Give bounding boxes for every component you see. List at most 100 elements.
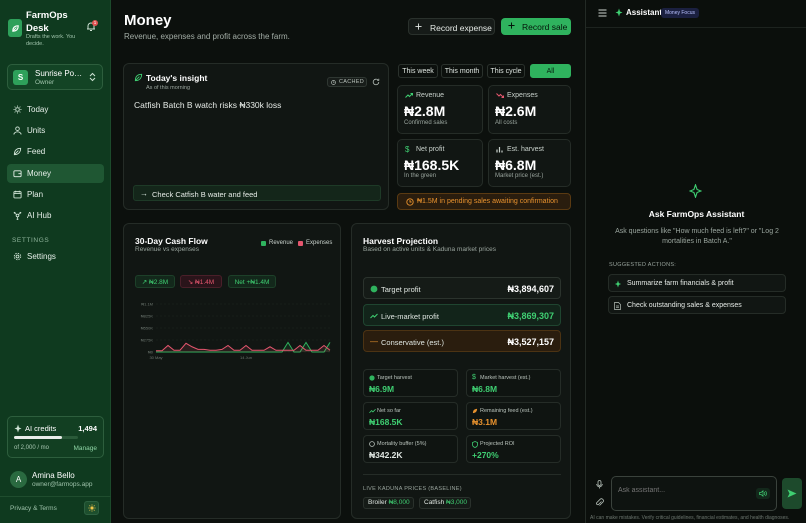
brand-title: FarmOps Desk — [26, 10, 68, 34]
suggestion-check-outstanding[interactable]: Check outstanding sales & expenses — [608, 296, 786, 314]
suggested-title: SUGGESTED ACTIONS: — [609, 262, 677, 268]
target-icon — [369, 375, 375, 381]
sun-icon — [13, 105, 22, 114]
trend-down-icon: ↘ — [187, 279, 194, 286]
nav-item-plan[interactable]: Plan — [7, 185, 104, 204]
mini-label: Market harvest (est.) — [480, 375, 531, 381]
catfish-price-chip: Catfish ₦3,000 — [419, 497, 471, 509]
spark-icon — [14, 424, 22, 433]
leaf-icon — [472, 408, 478, 414]
send-button[interactable] — [782, 478, 802, 509]
privacy-link[interactable]: Privacy & Terms — [10, 505, 57, 512]
shield-icon — [369, 441, 375, 447]
suggestion-label: Check outstanding sales & expenses — [627, 302, 742, 309]
assistant-panel: Assistant Money Focus Ask FarmOps Assist… — [585, 0, 806, 523]
est-harvest-label: Est. harvest — [507, 146, 544, 153]
nav-item-today[interactable]: Today — [7, 100, 104, 119]
bell-icon[interactable] — [86, 21, 96, 32]
nav-item-money[interactable]: Money — [7, 164, 104, 183]
record-expense-button[interactable]: Record expense — [408, 18, 495, 35]
credits-progress — [14, 436, 62, 439]
pending-sales-alert[interactable]: ₦1.5M in pending sales awaiting confirma… — [397, 193, 571, 210]
page-title: Money — [124, 12, 172, 29]
filter-this-week[interactable]: This week — [398, 64, 438, 78]
record-expense-label: Record expense — [430, 23, 492, 33]
filter-this-cycle[interactable]: This cycle — [487, 64, 525, 78]
user-email: owner@farmops.app — [32, 481, 93, 488]
record-sale-label: Record sale — [522, 22, 568, 32]
live-market-profit-row: Live-market profit ₦3,869,307 — [363, 304, 561, 326]
cached-badge: CACHED — [327, 77, 367, 87]
prices-title: LIVE KADUNA PRICES (BASELINE) — [363, 486, 462, 492]
cashflow-title: 30-Day Cash Flow — [135, 236, 208, 246]
assistant-description: Ask questions like "How much feed is lef… — [615, 228, 779, 245]
mini-label: Target harvest — [377, 375, 412, 381]
net-profit-sub: In the green — [404, 173, 437, 179]
dollar-icon: $ — [472, 374, 476, 381]
units-icon — [13, 126, 22, 135]
nav-label: Today — [27, 105, 49, 114]
x-tick-label: 30 May — [149, 355, 162, 360]
assistant-input[interactable] — [611, 476, 777, 511]
voice-button[interactable] — [756, 488, 770, 499]
nav-item-units[interactable]: Units — [7, 121, 104, 140]
pill-expenses-value: ₦1.4M — [195, 279, 215, 286]
nav-label: Plan — [27, 190, 44, 199]
focus-badge: Money Focus — [661, 8, 699, 18]
y-tick-label: ₦1.1M — [141, 302, 153, 307]
target-profit-value: ₦3,894,607 — [507, 284, 554, 294]
nav-label: AI Hub — [27, 211, 52, 220]
series-area-revenue — [156, 342, 330, 352]
insight-card: Today's insight As of this morning CACHE… — [123, 63, 389, 210]
divider — [0, 496, 111, 497]
farm-selector[interactable]: S Sunrise Po… Owner — [7, 64, 103, 90]
filter-this-month[interactable]: This month — [441, 64, 483, 78]
insight-action-label: Check Catfish B water and feed — [152, 190, 258, 199]
refresh-icon[interactable] — [372, 78, 380, 86]
nav-item-ai-hub[interactable]: AI Hub — [7, 206, 104, 225]
target-profit-row: Target profit ₦3,894,607 — [363, 277, 561, 299]
nav-label: Units — [27, 126, 46, 135]
cashflow-expenses-pill: ↘ ₦1.4M — [180, 275, 222, 288]
assistant-title: Assistant — [626, 8, 663, 17]
manage-credits-link[interactable]: Manage — [73, 445, 98, 452]
sidebar: FarmOps Desk Drafts the work. You decide… — [0, 0, 111, 523]
filter-all[interactable]: All — [530, 64, 571, 78]
assistant-input-field[interactable] — [618, 484, 738, 496]
conservative-value: ₦3,527,157 — [507, 337, 554, 347]
price-value: ₦3,000 — [446, 499, 468, 506]
divider — [363, 474, 561, 475]
chevron-updown-icon — [89, 72, 96, 82]
user-avatar[interactable]: A — [10, 471, 27, 488]
theme-toggle[interactable] — [84, 501, 99, 515]
revenue-label: Revenue — [416, 92, 445, 99]
farm-name: Sunrise Po… — [35, 69, 83, 78]
record-sale-button[interactable]: Record sale — [501, 18, 571, 35]
divider — [586, 27, 806, 28]
revenue-card: Revenue ₦2.8M Confirmed sales — [397, 85, 483, 134]
plus-icon — [415, 23, 422, 30]
revenue-value: ₦2.8M — [404, 103, 446, 119]
net-profit-value: ₦168.5K — [404, 157, 460, 173]
microphone-icon[interactable] — [596, 480, 603, 489]
market-harvest-tile: $ Market harvest (est.) ₦6.8M — [466, 369, 561, 397]
user-name: Amina Bello — [32, 471, 75, 480]
target-icon — [370, 285, 378, 293]
nav-item-settings[interactable]: Settings — [7, 247, 104, 266]
minus-icon: — — [370, 337, 378, 346]
pill-revenue-value: ₦2.8M — [149, 279, 169, 286]
menu-icon[interactable] — [598, 9, 607, 17]
sun-icon — [88, 504, 96, 512]
leaf-icon — [13, 147, 22, 156]
suggestion-summarize-financials[interactable]: Summarize farm financials & profit — [608, 274, 786, 292]
paperclip-icon[interactable] — [595, 498, 604, 507]
document-icon — [614, 302, 621, 310]
clock-icon — [406, 198, 414, 206]
insight-text: Catfish Batch B watch risks ₦330k loss — [134, 100, 282, 110]
insight-action-button[interactable]: → Check Catfish B water and feed — [133, 185, 381, 201]
farm-avatar: S — [13, 70, 28, 85]
calendar-icon — [13, 190, 22, 199]
page-subtitle: Revenue, expenses and profit across the … — [124, 32, 290, 41]
shield-icon — [472, 441, 478, 448]
nav-item-feed[interactable]: Feed — [7, 142, 104, 161]
